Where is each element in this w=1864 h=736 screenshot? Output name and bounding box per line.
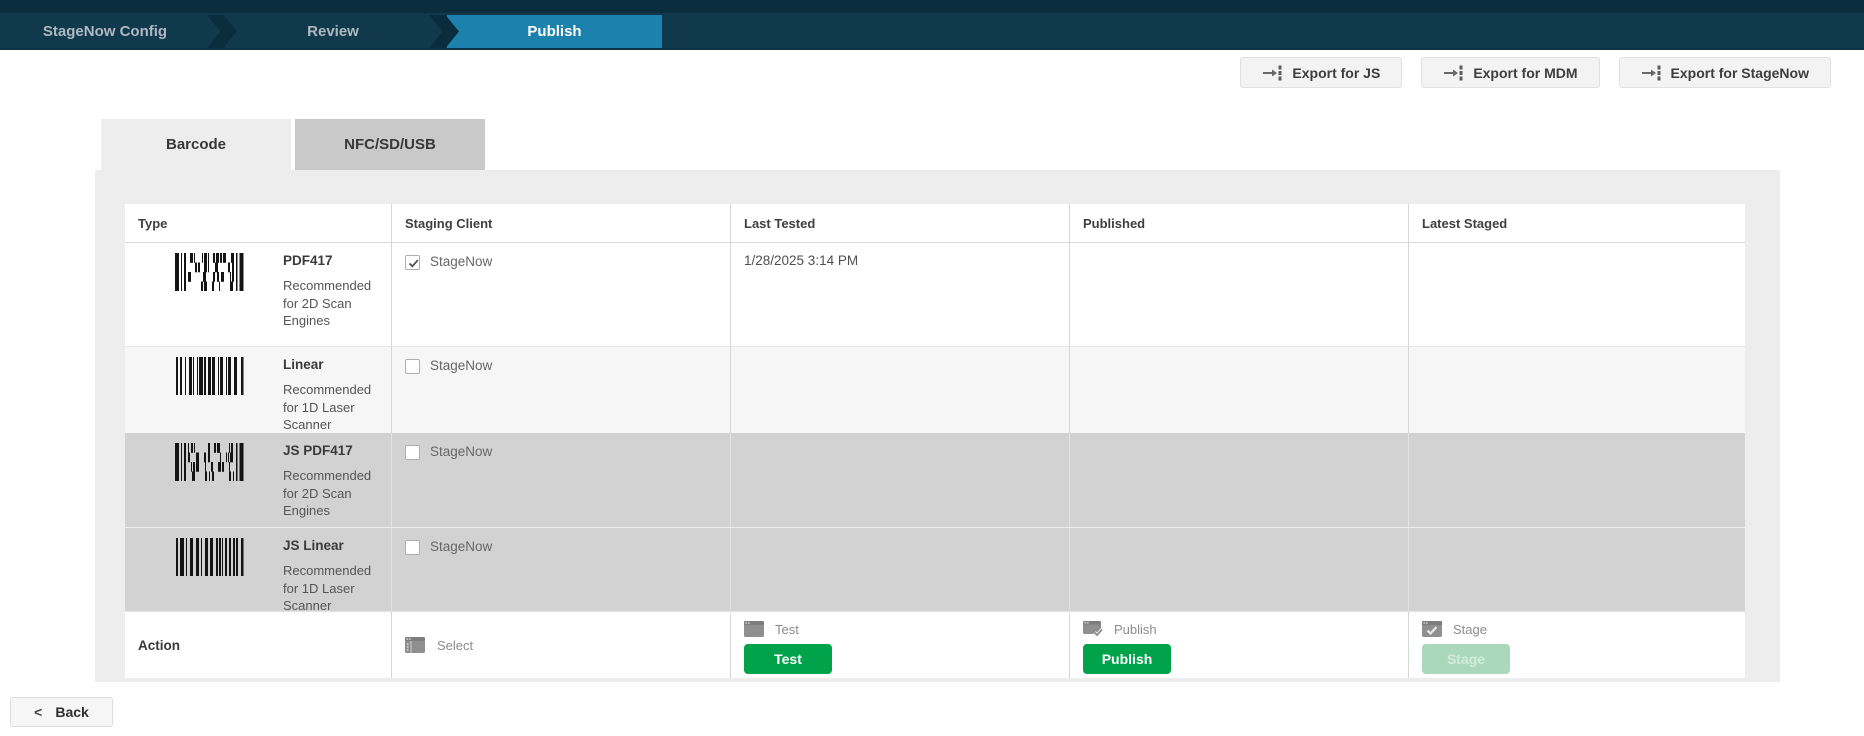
back-label: Back: [55, 704, 89, 720]
latest-staged-value: [1409, 528, 1745, 611]
column-header-last-tested: Last Tested: [731, 204, 1070, 242]
table-row: JS PDF417 Recommended for 2D Scan Engine…: [125, 433, 1745, 528]
stage-action-label: Stage: [1453, 621, 1487, 637]
publish-button[interactable]: Publish: [1083, 644, 1171, 674]
published-value: [1070, 347, 1409, 433]
stage-button[interactable]: Stage: [1422, 644, 1510, 674]
step-navigation: StageNow Config Review Publish: [0, 0, 1864, 50]
test-icon: [744, 621, 764, 637]
export-for-js-button[interactable]: Export for JS: [1240, 57, 1403, 88]
action-row-label: Action: [125, 612, 392, 678]
last-tested-value: [731, 433, 1070, 527]
export-for-js-label: Export for JS: [1292, 64, 1381, 81]
staging-client-label: StageNow: [430, 444, 493, 459]
linear-barcode-image: [175, 538, 245, 576]
barcode-type-name: PDF417: [283, 253, 333, 268]
barcode-type-name: JS PDF417: [283, 443, 353, 458]
select-action-label: Select: [437, 637, 474, 653]
published-value: [1070, 243, 1409, 346]
stagenow-checkbox[interactable]: [405, 359, 420, 374]
barcode-type-description: Recommended for 2D Scan Engines: [283, 468, 372, 519]
column-header-staging-client: Staging Client: [392, 204, 731, 242]
last-tested-value: [731, 347, 1070, 433]
tab-nfc-sd-usb[interactable]: NFC/SD/USB: [295, 119, 485, 170]
linear-barcode-image: [175, 357, 245, 395]
table-row: PDF417 Recommended for 2D Scan Engines S…: [125, 243, 1745, 347]
tab-barcode[interactable]: Barcode: [101, 119, 291, 170]
latest-staged-value: [1409, 433, 1745, 527]
nav-step-stagenow-config[interactable]: StageNow Config: [42, 23, 168, 40]
pdf417-barcode-image: [175, 443, 245, 482]
column-header-type: Type: [125, 204, 392, 242]
last-tested-value: [731, 528, 1070, 611]
publish-action-label: Publish: [1114, 621, 1157, 637]
stagenow-checkbox[interactable]: [405, 540, 420, 555]
barcode-type-description: Recommended for 1D Laser Scanner: [283, 563, 372, 611]
barcode-type-name: JS Linear: [283, 538, 344, 553]
column-header-latest-staged: Latest Staged: [1422, 215, 1508, 231]
back-button[interactable]: < Back: [10, 697, 113, 727]
last-tested-value: 1/28/2025 3:14 PM: [731, 243, 1070, 346]
staging-client-label: StageNow: [430, 254, 493, 269]
column-header-published: Published: [1070, 204, 1409, 242]
export-icon: [1263, 65, 1282, 80]
publish-icon: [1083, 621, 1103, 637]
table-row: Linear Recommended for 1D Laser Scanner …: [125, 347, 1745, 433]
export-button-row: Export for JS Export for MDM Export for …: [1240, 57, 1831, 88]
stagenow-checkbox[interactable]: [405, 255, 420, 270]
active-step-highlight: [447, 15, 662, 48]
nav-step-review[interactable]: Review: [307, 23, 359, 40]
barcode-type-description: Recommended for 2D Scan Engines: [283, 278, 372, 329]
barcode-type-description: Recommended for 1D Laser Scanner: [283, 382, 372, 433]
nav-step-publish[interactable]: Publish: [527, 23, 582, 40]
barcode-type-name: Linear: [283, 357, 324, 372]
export-icon: [1641, 65, 1661, 80]
table-header-row: Type Staging Client Last Tested Publishe…: [125, 204, 1745, 243]
export-for-mdm-button[interactable]: Export for MDM: [1421, 57, 1600, 88]
test-button[interactable]: Test: [744, 644, 832, 674]
step-separator-chevron-icon: [207, 15, 237, 48]
staging-client-label: StageNow: [430, 539, 493, 554]
table-row: JS Linear Recommended for 1D Laser Scann…: [125, 528, 1745, 612]
check-icon: [408, 259, 419, 268]
back-chevron-icon: <: [34, 704, 43, 720]
stagenow-checkbox[interactable]: [405, 445, 420, 460]
tab-bar: Barcode NFC/SD/USB: [101, 119, 485, 170]
export-for-mdm-label: Export for MDM: [1473, 64, 1578, 81]
latest-staged-value: [1409, 243, 1745, 346]
action-row: Action Select Te: [125, 612, 1745, 678]
published-value: [1070, 528, 1409, 611]
staging-table: Type Staging Client Last Tested Publishe…: [125, 204, 1745, 678]
export-for-stagenow-label: Export for StageNow: [1670, 64, 1809, 81]
staging-client-label: StageNow: [430, 358, 493, 373]
stage-icon: [1422, 621, 1442, 637]
export-for-stagenow-button[interactable]: Export for StageNow: [1618, 57, 1831, 88]
published-value: [1070, 433, 1409, 527]
barcode-panel: Type Staging Client Last Tested Publishe…: [95, 170, 1780, 682]
pdf417-barcode-image: [175, 253, 245, 292]
latest-staged-value: [1409, 347, 1745, 433]
export-icon: [1444, 65, 1463, 80]
select-icon: [405, 637, 425, 653]
test-action-label: Test: [775, 621, 799, 637]
